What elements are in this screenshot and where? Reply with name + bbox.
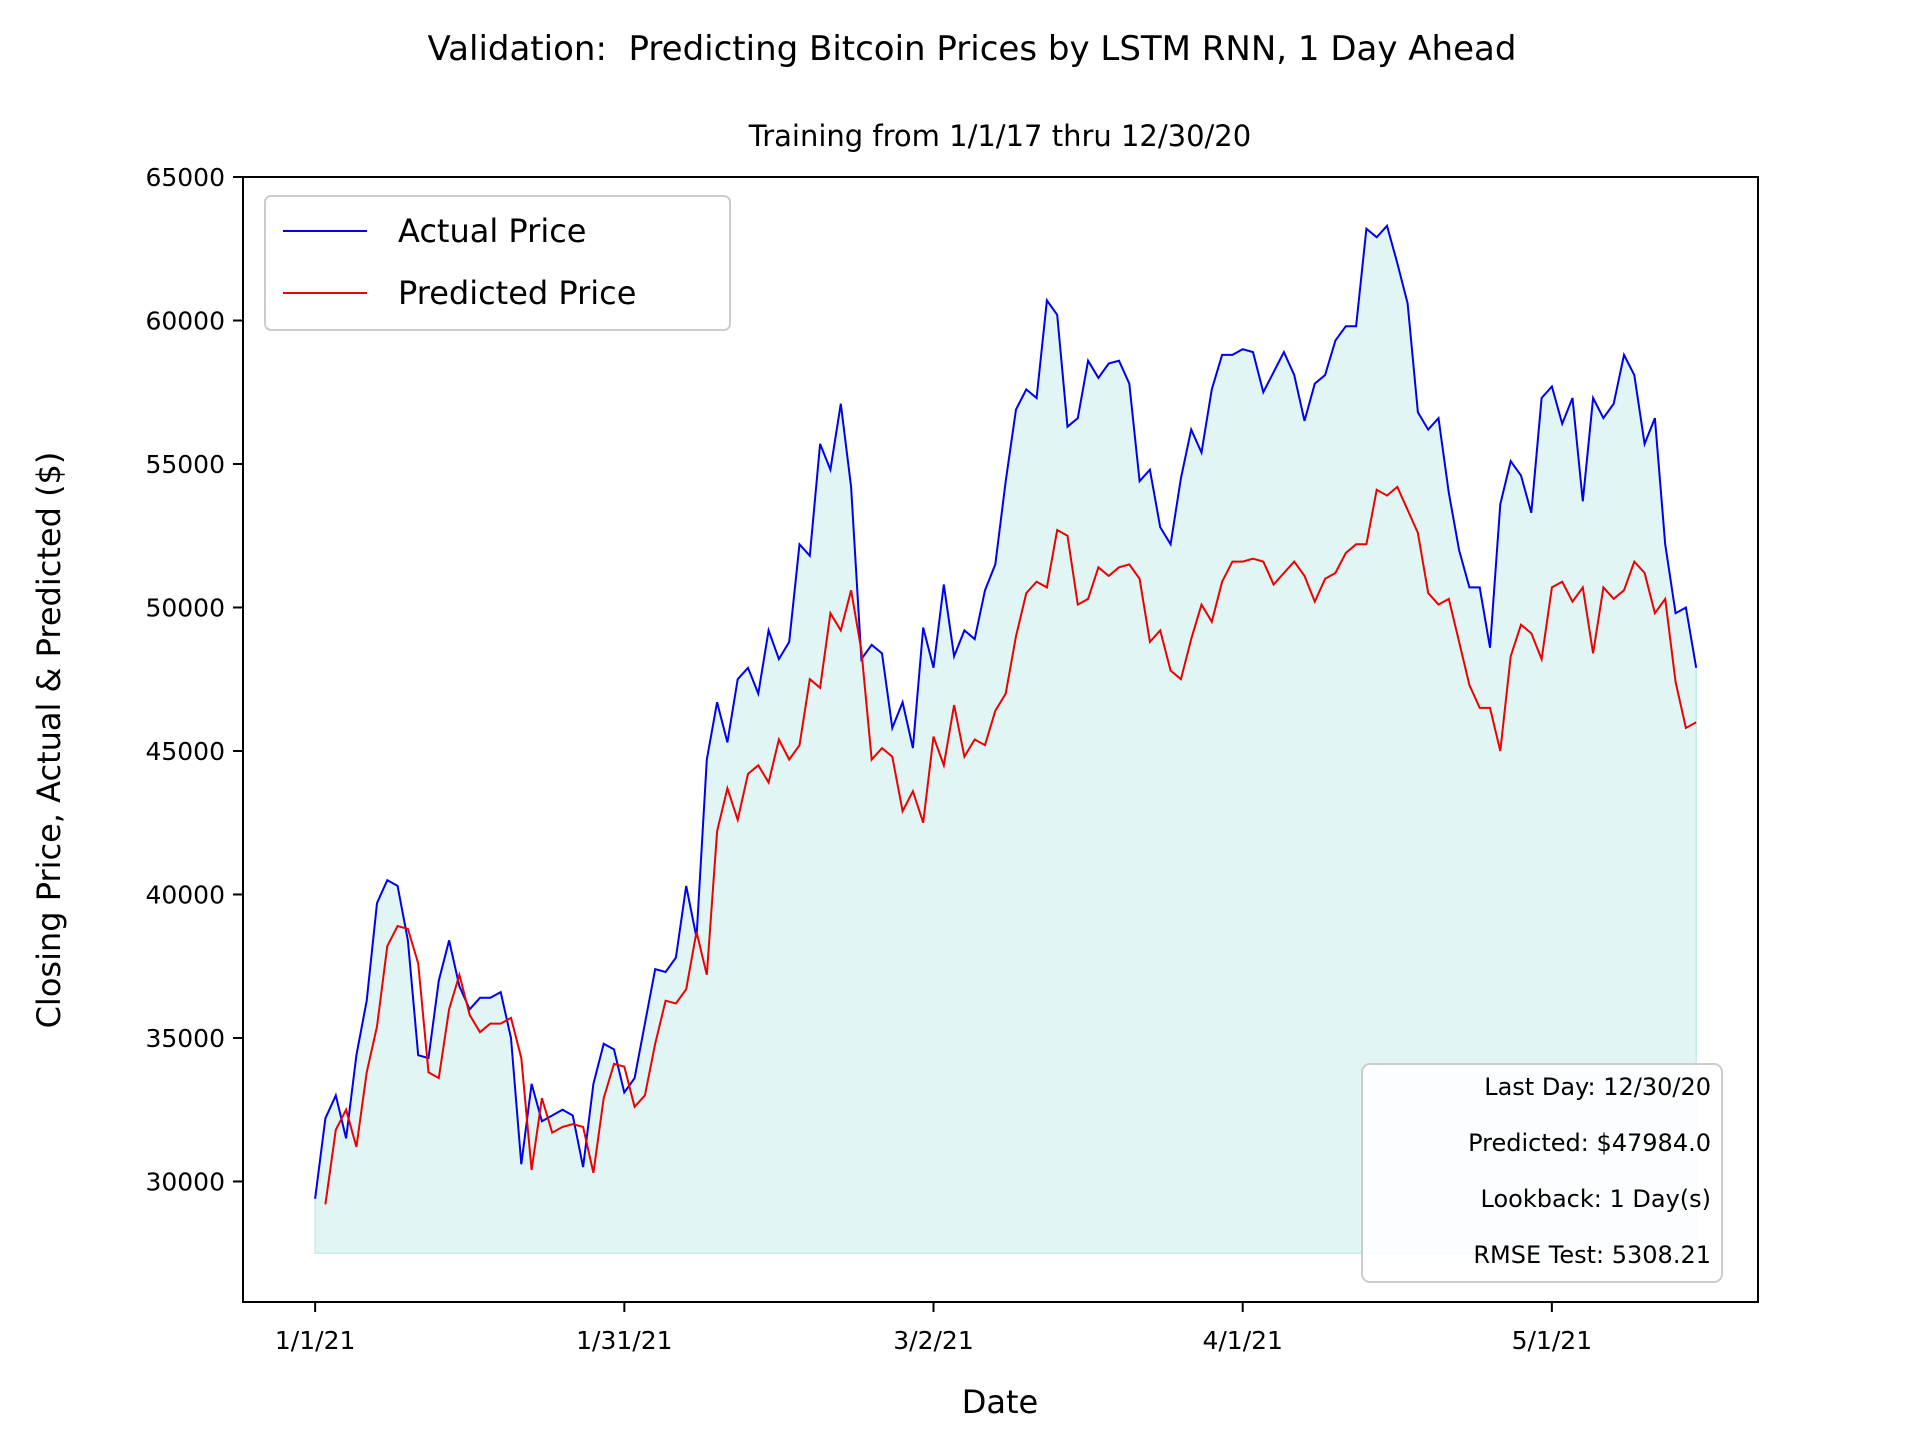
x-tick-label: 4/1/21 [1202, 1326, 1282, 1355]
chart-title: Validation: Predicting Bitcoin Prices by… [428, 29, 1517, 69]
y-tick-label: 60000 [145, 306, 225, 335]
y-tick-label: 45000 [145, 737, 225, 766]
y-tick-label: 35000 [145, 1024, 225, 1053]
legend-label-predicted: Predicted Price [398, 274, 636, 312]
legend: Actual Price Predicted Price [264, 195, 731, 331]
series-layer [314, 223, 1698, 1205]
y-tick-label: 50000 [145, 593, 225, 622]
y-axis-title: Closing Price, Actual & Predicted ($) [30, 452, 68, 1029]
x-axis-title: Date [962, 1383, 1038, 1421]
chart-subtitle: Training from 1/1/17 thru 12/30/20 [748, 119, 1251, 153]
x-tick-label: 3/2/21 [893, 1326, 973, 1355]
series-line-predicted [324, 485, 1697, 1205]
info-predicted: Predicted: $47984.0 [1468, 1129, 1711, 1157]
info-lookback: Lookback: 1 Day(s) [1481, 1185, 1711, 1213]
plot-frame [242, 176, 1759, 1303]
y-tick-label: 30000 [145, 1167, 225, 1196]
info-box-frame [1361, 1063, 1723, 1283]
legend-label-actual: Actual Price [398, 212, 586, 250]
y-tick-label: 55000 [145, 450, 225, 479]
legend-box [264, 195, 731, 331]
x-tick-label: 5/1/21 [1512, 1326, 1592, 1355]
x-axis: 1/1/21 1/31/21 3/2/21 4/1/21 5/1/21 [275, 1302, 1592, 1355]
info-box: Last Day: 12/30/20 Predicted: $47984.0 L… [1361, 1063, 1723, 1283]
info-rmse: RMSE Test: 5308.21 [1473, 1241, 1711, 1269]
y-tick-label: 40000 [145, 880, 225, 909]
y-axis: 30000 35000 40000 45000 50000 55000 60000 65000 [145, 163, 243, 1196]
info-last-day: Last Day: 12/30/20 [1484, 1073, 1711, 1101]
y-tick-label: 65000 [145, 163, 225, 192]
x-tick-label: 1/1/21 [275, 1326, 355, 1355]
series-line-actual [314, 223, 1698, 1199]
x-tick-label: 1/31/21 [576, 1326, 672, 1355]
